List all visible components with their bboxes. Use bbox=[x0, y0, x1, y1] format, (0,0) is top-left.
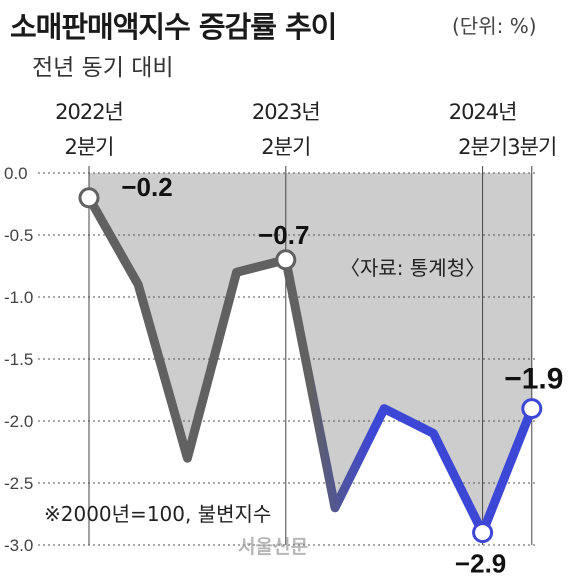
y-tick-label: -0.5 bbox=[4, 226, 33, 245]
chart-subtitle: 전년 동기 대비 bbox=[32, 55, 174, 81]
y-tick-label: -1.5 bbox=[4, 350, 33, 369]
area-fill bbox=[89, 173, 532, 533]
data-label: −0.7 bbox=[258, 220, 309, 250]
x-category-label: 2분기 bbox=[261, 135, 310, 159]
y-tick-label: -2.5 bbox=[4, 474, 33, 493]
data-point-marker bbox=[521, 398, 543, 420]
data-point-marker bbox=[275, 249, 297, 271]
data-label: −0.2 bbox=[121, 172, 172, 202]
unit-label: (단위: %) bbox=[452, 14, 537, 38]
chart-title: 소매판매액지수 증감률 추이 bbox=[10, 10, 337, 44]
y-tick-label: -1.0 bbox=[4, 288, 33, 307]
x-category-label: 3분기 bbox=[507, 135, 556, 159]
source-note: 〈자료: 통계청〉 bbox=[340, 256, 485, 280]
data-label: −1.9 bbox=[504, 363, 563, 396]
data-point-marker bbox=[78, 187, 100, 209]
x-category-label: 2022년 bbox=[55, 100, 123, 124]
x-category-label: 2023년 bbox=[252, 100, 320, 124]
data-point-marker bbox=[472, 522, 494, 544]
x-category-label: 2분기 bbox=[458, 135, 507, 159]
x-category-label: 2분기 bbox=[64, 135, 113, 159]
watermark-logo: 서울신문 bbox=[238, 536, 308, 558]
y-tick-label: 0.0 bbox=[4, 164, 28, 183]
x-category-label: 2024년 bbox=[449, 100, 517, 124]
y-tick-label: -2.0 bbox=[4, 412, 33, 431]
footnote: ※2000년=100, 불변지수 bbox=[44, 502, 271, 526]
series-line bbox=[84, 193, 537, 538]
data-label: −2.9 bbox=[455, 549, 506, 579]
y-tick-label: -3.0 bbox=[4, 536, 33, 555]
